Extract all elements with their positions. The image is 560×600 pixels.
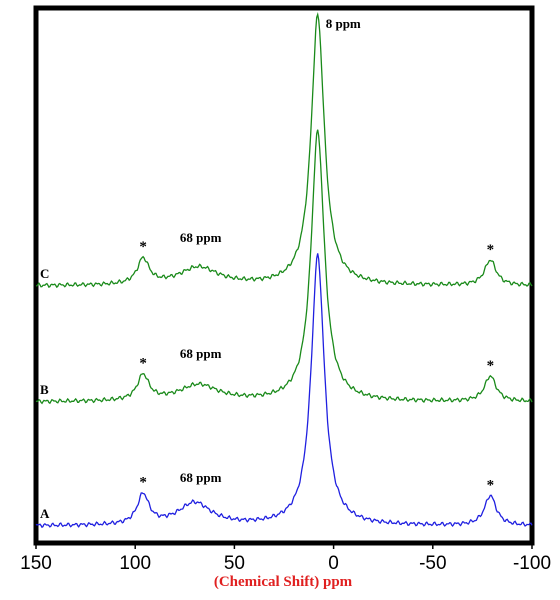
peak-label-8ppm: 8 ppm (326, 16, 361, 31)
x-tick-label: 50 (224, 553, 245, 574)
x-axis-label: (Chemical Shift) ppm (214, 574, 353, 590)
traces-group (35, 11, 533, 529)
sideband-asterisk: * (139, 355, 147, 371)
sideband-asterisk: * (139, 475, 147, 491)
trace-B-label: B (40, 382, 49, 397)
peak-label-68ppm: 68 ppm (180, 470, 222, 485)
peak-label-68ppm: 68 ppm (180, 230, 222, 245)
sideband-asterisk: * (487, 242, 495, 258)
sideband-asterisk: * (139, 239, 147, 255)
sideband-asterisk: * (487, 477, 495, 493)
x-axis-label-unit: ppm (319, 574, 352, 590)
trace-C-label: C (40, 266, 49, 281)
trace-A-label: A (40, 506, 50, 521)
x-tick-label: 0 (328, 553, 339, 574)
x-tick-label: -100 (513, 553, 551, 574)
x-tick-label: 150 (20, 553, 52, 574)
trace-B-line (35, 129, 533, 405)
peak-label-68ppm: 68 ppm (180, 346, 222, 361)
x-tick-label: 100 (119, 553, 151, 574)
sideband-asterisk: * (487, 358, 495, 374)
x-axis-ticks: 150 100 50 0 -50 -100 (20, 543, 551, 574)
plot-frame (33, 5, 535, 546)
x-axis-label-colored: (Chemical Shift) (214, 574, 319, 590)
x-tick-label: -50 (419, 553, 446, 574)
trace-C-line (35, 11, 533, 289)
annotations-group: C * 68 ppm * 8 ppm B * 68 ppm * A * 68 ppm * (40, 16, 494, 521)
trace-A-line (35, 253, 533, 529)
